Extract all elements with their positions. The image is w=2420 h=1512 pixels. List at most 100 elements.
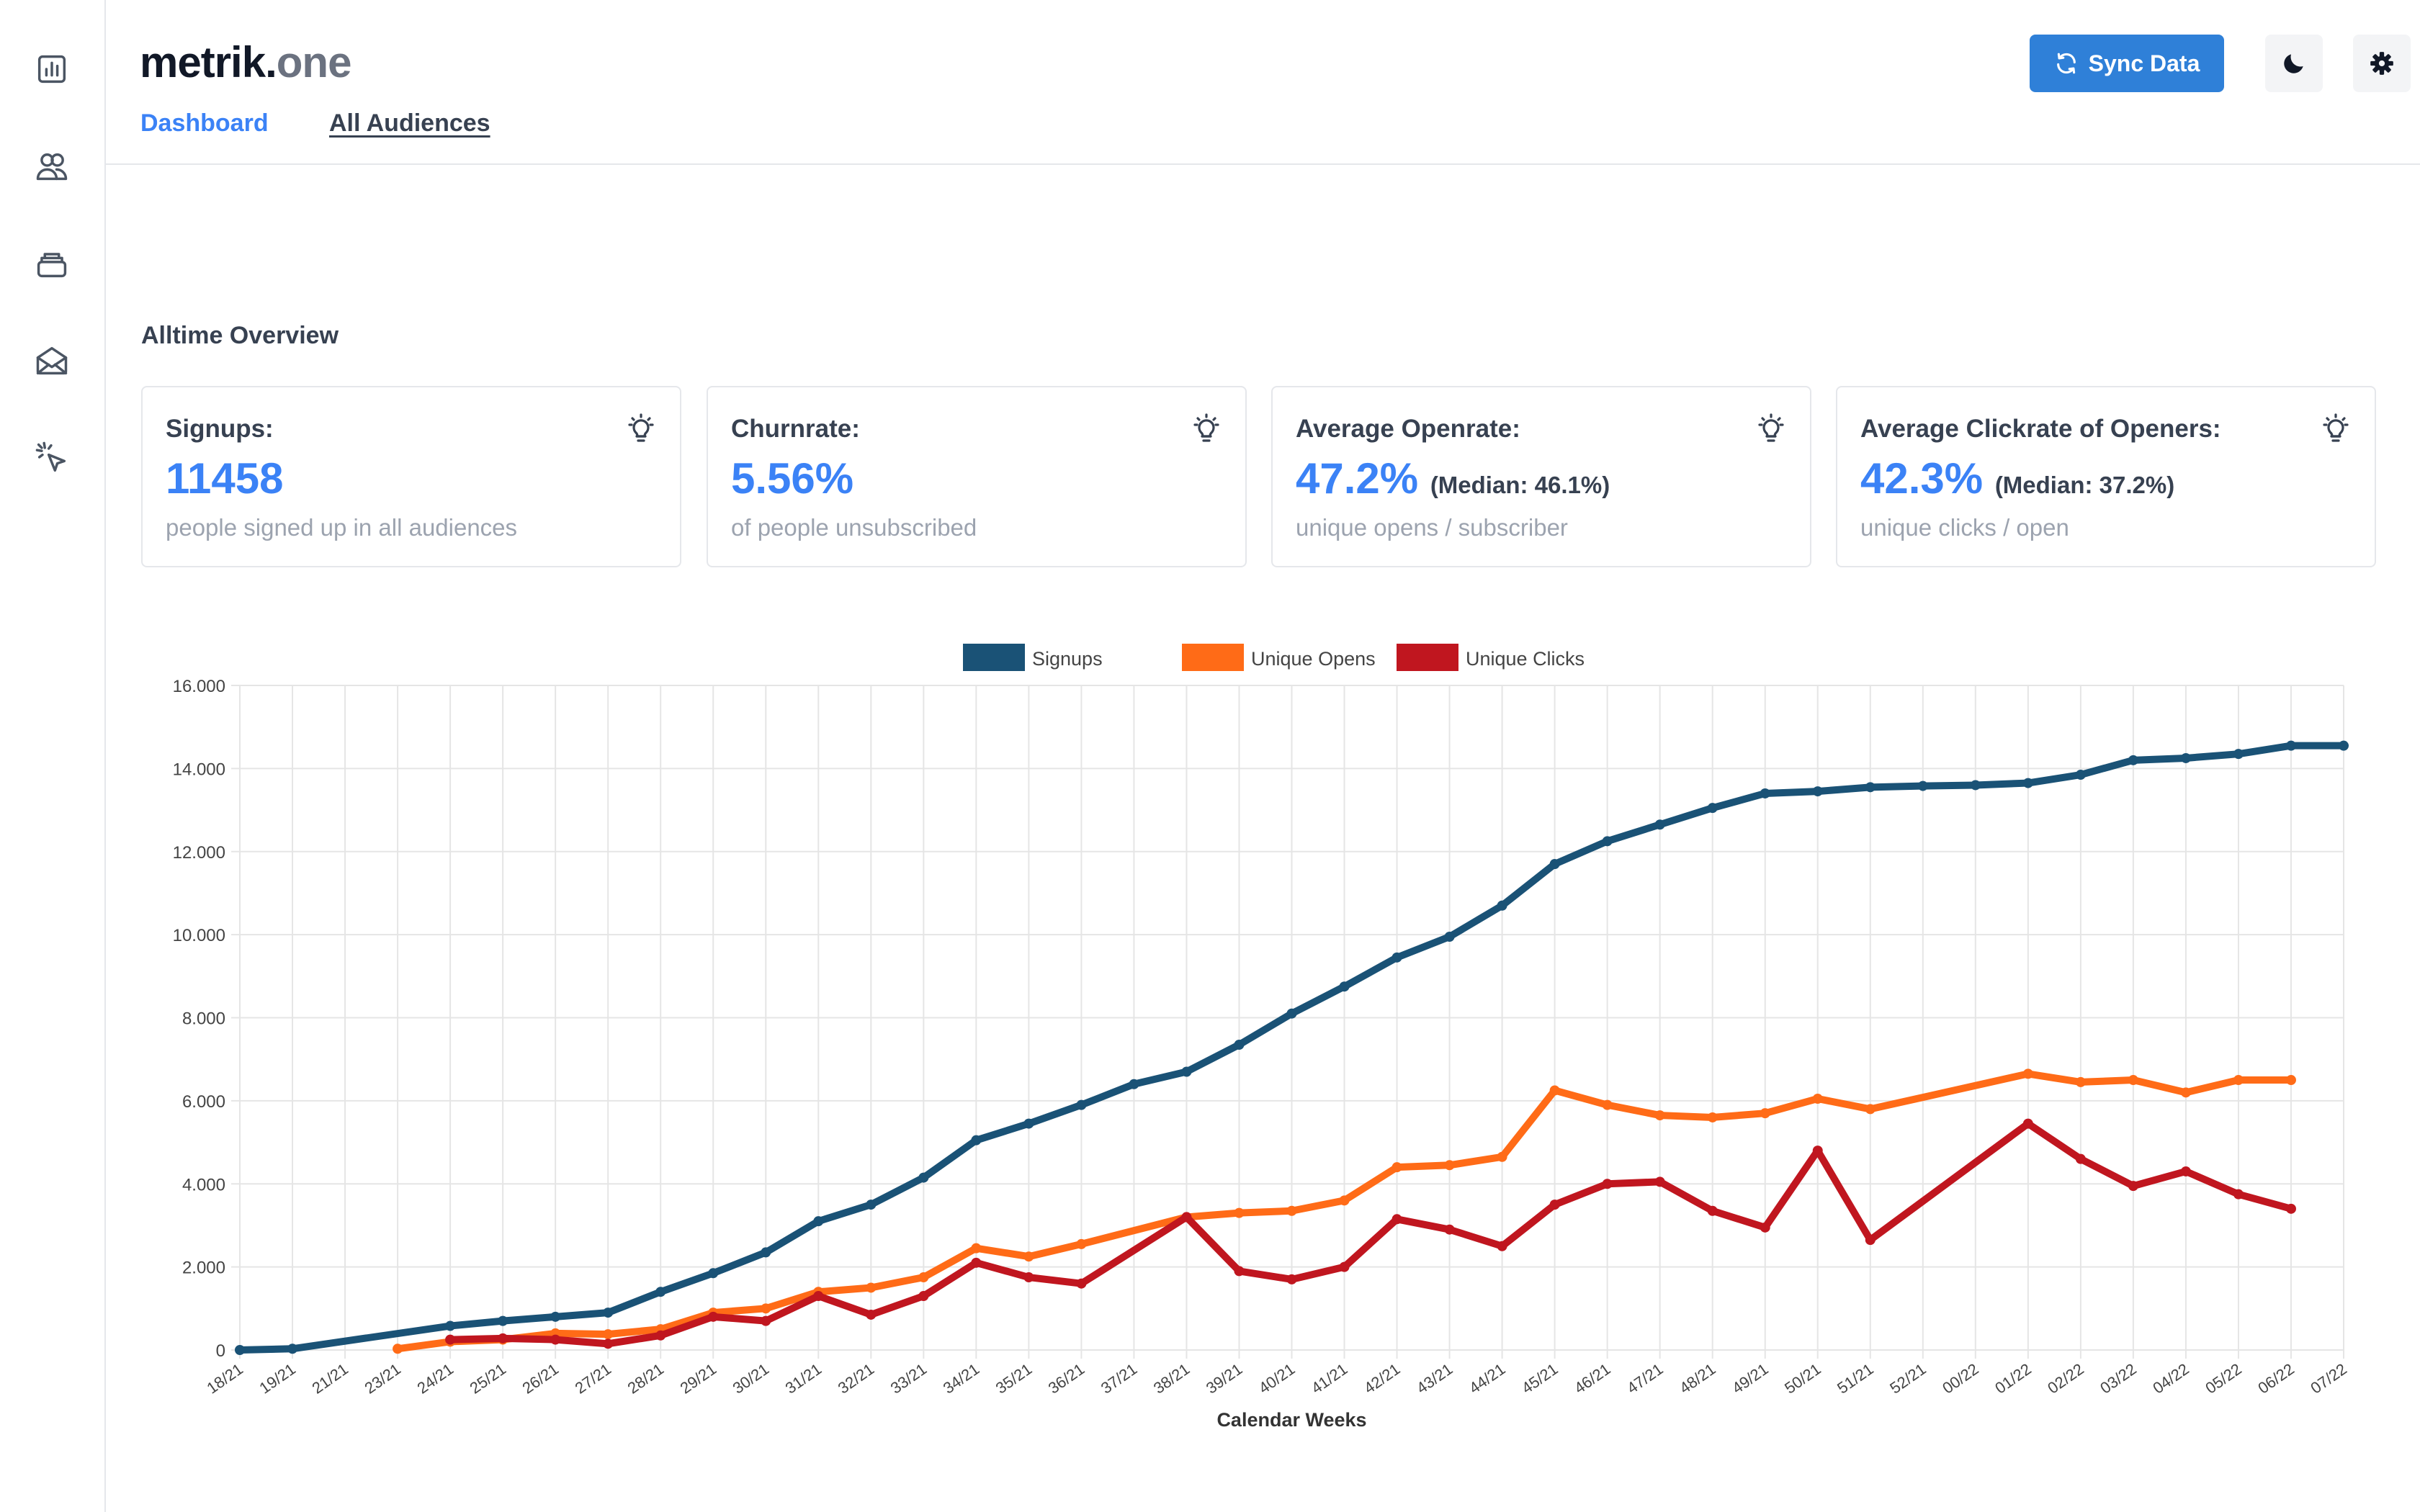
legend-swatch bbox=[963, 644, 1025, 671]
data-point bbox=[1392, 1162, 1402, 1173]
data-point bbox=[1602, 1099, 1613, 1110]
data-point bbox=[1654, 819, 1665, 830]
y-tick-label: 8.000 bbox=[182, 1009, 225, 1029]
data-point bbox=[971, 1135, 982, 1146]
x-tick-label: 19/21 bbox=[256, 1360, 298, 1398]
x-tick-label: 00/22 bbox=[1939, 1360, 1981, 1398]
x-tick-label: 45/21 bbox=[1518, 1360, 1561, 1398]
x-tick-label: 04/22 bbox=[2149, 1360, 2192, 1398]
lightbulb-icon[interactable] bbox=[624, 412, 658, 446]
legend-label: Unique Opens bbox=[1251, 648, 1376, 670]
data-point bbox=[1549, 859, 1560, 870]
cursor-click-icon[interactable] bbox=[32, 438, 72, 478]
stack-icon[interactable] bbox=[32, 243, 72, 284]
gear-icon bbox=[2370, 52, 2393, 75]
data-point bbox=[1497, 900, 1507, 911]
data-point bbox=[2285, 740, 2296, 751]
chart-icon[interactable] bbox=[32, 49, 72, 89]
moon-icon bbox=[2284, 54, 2303, 73]
data-point bbox=[2233, 749, 2244, 760]
data-point bbox=[550, 1334, 561, 1345]
card-subtitle: of people unsubscribed bbox=[731, 514, 977, 541]
tab-dashboard[interactable]: Dashboard bbox=[140, 109, 269, 137]
data-point bbox=[498, 1315, 508, 1326]
data-point bbox=[1917, 780, 1928, 791]
lightbulb-icon[interactable] bbox=[1189, 412, 1224, 446]
data-point bbox=[2128, 1075, 2138, 1086]
x-tick-label: 26/21 bbox=[519, 1360, 562, 1398]
data-point bbox=[2285, 1075, 2296, 1086]
x-tick-label: 35/21 bbox=[992, 1360, 1035, 1398]
data-point bbox=[761, 1303, 771, 1314]
data-point bbox=[1497, 1151, 1507, 1162]
data-point bbox=[1654, 1110, 1665, 1121]
churnrate-card: Churnrate: 5.56% of people unsubscribed bbox=[707, 386, 1247, 567]
x-axis-title: Calendar Weeks bbox=[1216, 1409, 1366, 1431]
data-point bbox=[1181, 1212, 1192, 1223]
x-tick-label: 28/21 bbox=[624, 1360, 667, 1398]
x-tick-label: 03/22 bbox=[2097, 1360, 2139, 1398]
data-point bbox=[1234, 1207, 1245, 1218]
data-point bbox=[2339, 740, 2349, 751]
legend-swatch bbox=[1397, 644, 1458, 671]
x-tick-label: 46/21 bbox=[1571, 1360, 1613, 1398]
dark-mode-toggle[interactable] bbox=[2265, 35, 2323, 92]
data-point bbox=[1707, 1112, 1718, 1122]
data-point bbox=[2022, 778, 2033, 788]
data-point bbox=[1444, 1160, 1455, 1171]
card-subtitle: unique clicks / open bbox=[1860, 514, 2069, 541]
legend-label: Unique Clicks bbox=[1466, 648, 1585, 670]
lightbulb-icon[interactable] bbox=[2318, 412, 2353, 446]
x-tick-label: 21/21 bbox=[308, 1360, 351, 1398]
lightbulb-icon[interactable] bbox=[1754, 412, 1788, 446]
section-title: Alltime Overview bbox=[141, 322, 339, 349]
data-point bbox=[1760, 1108, 1770, 1119]
data-point bbox=[1234, 1039, 1245, 1050]
y-tick-label: 2.000 bbox=[182, 1259, 225, 1278]
data-point bbox=[1707, 1205, 1718, 1216]
data-point bbox=[1023, 1272, 1034, 1283]
data-point bbox=[1076, 1278, 1087, 1289]
data-point bbox=[761, 1315, 771, 1326]
data-point bbox=[235, 1345, 245, 1355]
y-tick-label: 4.000 bbox=[182, 1175, 225, 1194]
x-tick-label: 06/22 bbox=[2254, 1360, 2297, 1398]
data-point bbox=[1444, 932, 1455, 942]
y-tick-label: 14.000 bbox=[173, 760, 225, 779]
data-point bbox=[813, 1216, 824, 1227]
data-point bbox=[813, 1291, 824, 1302]
data-point bbox=[2075, 1153, 2086, 1164]
x-tick-label: 38/21 bbox=[1150, 1360, 1193, 1398]
x-tick-label: 05/22 bbox=[2202, 1360, 2244, 1398]
data-point bbox=[603, 1329, 614, 1340]
legend-swatch bbox=[1182, 644, 1244, 671]
signups-card: Signups: 11458 people signed up in all a… bbox=[141, 386, 681, 567]
mail-icon[interactable] bbox=[32, 341, 72, 381]
x-tick-label: 32/21 bbox=[835, 1360, 877, 1398]
series-line bbox=[394, 1070, 2295, 1353]
data-point bbox=[1392, 952, 1402, 963]
x-tick-label: 43/21 bbox=[1413, 1360, 1456, 1398]
data-point bbox=[1760, 1222, 1770, 1233]
clickrate-card: Average Clickrate of Openers: 42.3% (Med… bbox=[1836, 386, 2376, 567]
data-point bbox=[498, 1333, 508, 1344]
data-point bbox=[445, 1320, 456, 1331]
settings-button[interactable] bbox=[2353, 35, 2411, 92]
data-point bbox=[1023, 1118, 1034, 1129]
x-tick-label: 25/21 bbox=[467, 1360, 509, 1398]
data-point bbox=[1865, 1235, 1876, 1246]
data-point bbox=[708, 1268, 719, 1279]
sidebar bbox=[0, 0, 106, 1512]
y-tick-label: 10.000 bbox=[173, 926, 225, 945]
logo-suffix: one bbox=[276, 38, 352, 86]
sync-data-button[interactable]: Sync Data bbox=[2030, 35, 2224, 92]
data-point bbox=[1339, 981, 1350, 992]
data-point bbox=[1654, 1176, 1665, 1187]
users-icon[interactable] bbox=[32, 146, 72, 186]
card-value: 5.56% bbox=[731, 454, 854, 503]
tab-all-audiences[interactable]: All Audiences bbox=[329, 109, 490, 137]
card-title: Signups: bbox=[166, 415, 274, 443]
data-point bbox=[1129, 1079, 1139, 1089]
data-point bbox=[287, 1344, 298, 1354]
data-point bbox=[1339, 1261, 1350, 1272]
